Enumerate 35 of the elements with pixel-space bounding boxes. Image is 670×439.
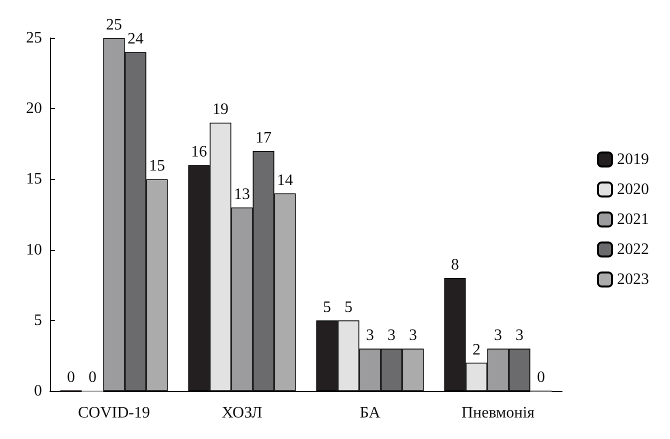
y-tick-label: 20 bbox=[26, 100, 42, 118]
data-label: 0 bbox=[537, 368, 546, 386]
legend-label: 2020 bbox=[617, 181, 649, 198]
data-label: 13 bbox=[234, 186, 250, 203]
legend-label: 2021 bbox=[617, 211, 649, 228]
data-label: 5 bbox=[344, 298, 352, 316]
data-label: 3 bbox=[494, 327, 502, 344]
data-label: 14 bbox=[277, 172, 294, 189]
y-tick-label: 0 bbox=[34, 382, 42, 400]
data-label: 0 bbox=[88, 368, 96, 386]
y-tick-label: 25 bbox=[26, 30, 42, 46]
data-label: 16 bbox=[190, 144, 207, 161]
data-label: 5 bbox=[322, 298, 331, 316]
data-label: 15 bbox=[149, 158, 166, 175]
data-label: 0 bbox=[66, 368, 75, 386]
data-label: 2 bbox=[472, 341, 480, 358]
data-label: 3 bbox=[388, 327, 396, 344]
data-label: 3 bbox=[366, 327, 374, 344]
data-label: 3 bbox=[516, 327, 524, 344]
y-tick-label: 5 bbox=[34, 312, 42, 329]
data-label: 8 bbox=[450, 256, 459, 274]
legend-label: 2023 bbox=[617, 271, 649, 288]
data-label: 19 bbox=[212, 101, 228, 118]
legend-label: 2019 bbox=[617, 151, 649, 168]
y-tick-label: 15 bbox=[26, 170, 42, 188]
data-label: 17 bbox=[256, 129, 272, 146]
y-tick-label: 10 bbox=[26, 241, 42, 258]
data-label: 3 bbox=[409, 327, 418, 344]
x-tick-label: ХОЗЛ bbox=[222, 404, 262, 422]
data-label: 25 bbox=[106, 16, 122, 34]
x-tick-label: БА bbox=[360, 404, 381, 422]
x-tick-label: Пневмонія bbox=[462, 404, 536, 422]
legend-label: 2022 bbox=[617, 241, 649, 258]
data-label: 24 bbox=[128, 30, 144, 48]
x-tick-label: COVID-19 bbox=[78, 404, 150, 422]
